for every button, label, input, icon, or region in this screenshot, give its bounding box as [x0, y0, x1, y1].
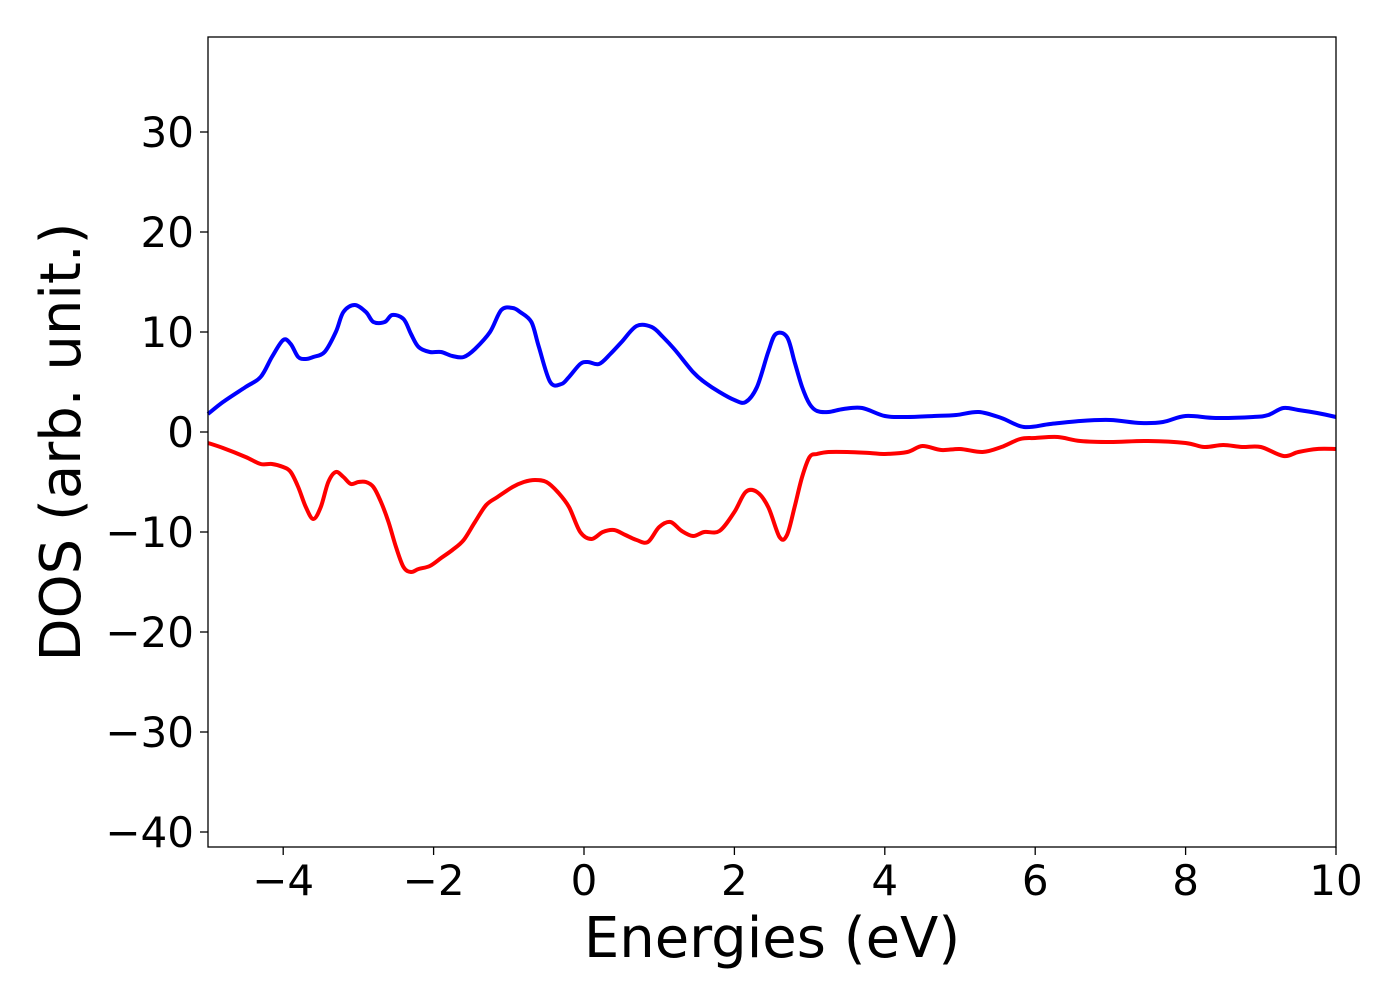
x-tick-label: 10 — [1309, 856, 1362, 905]
x-axis-ticks: −4 −2 0 2 4 6 8 10 — [252, 847, 1363, 905]
y-tick-label: 10 — [141, 308, 194, 357]
plot-frame — [207, 36, 1337, 848]
y-tick-label: 0 — [167, 408, 194, 457]
y-axis-ticks: −40 −30 −20 −10 0 10 20 30 — [105, 108, 208, 857]
x-tick-label: 8 — [1172, 856, 1199, 905]
y-tick-label: 30 — [141, 108, 194, 157]
x-tick-label: 0 — [571, 856, 598, 905]
x-tick-label: −4 — [252, 856, 314, 905]
dos-series-red-line — [207, 434, 1337, 575]
x-tick-label: 4 — [871, 856, 898, 905]
x-tick-label: −2 — [403, 856, 465, 905]
y-tick-label: −20 — [105, 608, 194, 657]
y-tick-label: −10 — [105, 508, 194, 557]
y-tick-label: 20 — [141, 208, 194, 257]
y-axis-label: DOS (arb. unit.) — [29, 222, 94, 661]
y-tick-label: −30 — [105, 708, 194, 757]
y-tick-label: −40 — [105, 808, 194, 857]
x-axis-label: Energies (eV) — [584, 906, 960, 971]
dos-series-blue-line — [206, 303, 1337, 430]
series-layer — [206, 303, 1337, 575]
x-tick-label: 6 — [1022, 856, 1049, 905]
x-tick-label: 2 — [721, 856, 748, 905]
